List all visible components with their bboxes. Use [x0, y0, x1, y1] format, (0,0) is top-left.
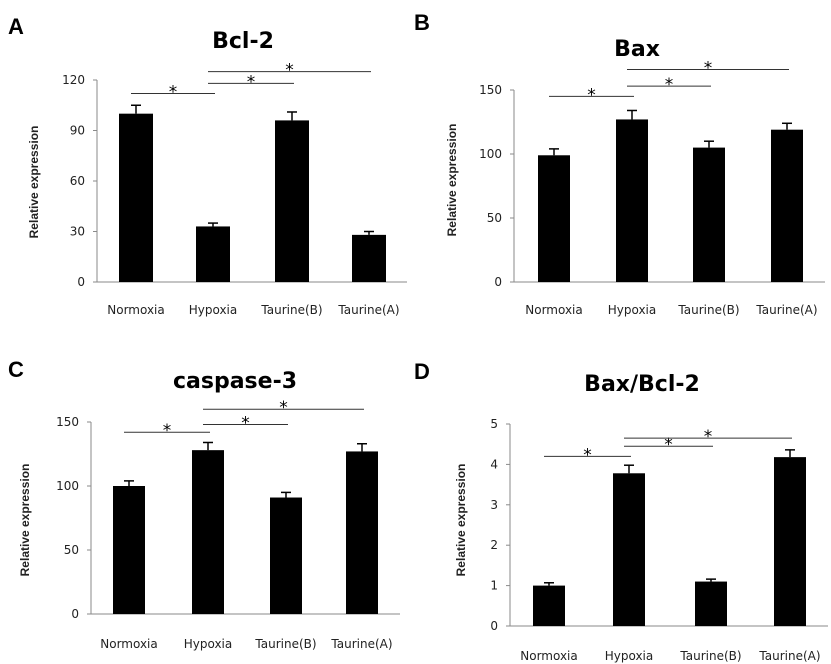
y-tick-label: 0: [77, 275, 85, 289]
bar: [771, 129, 803, 282]
bar: [774, 457, 806, 626]
x-tick-label: Hypoxia: [189, 303, 238, 317]
significance-star: *: [163, 421, 172, 441]
significance-star: *: [169, 82, 178, 102]
y-tick-label: 50: [487, 211, 502, 225]
significance-star: *: [704, 427, 713, 447]
y-tick-label: 100: [479, 147, 502, 161]
bar: [693, 147, 725, 282]
bar: [538, 155, 570, 282]
x-tick-label: Hypoxia: [605, 649, 654, 663]
y-tick-label: 2: [490, 538, 498, 552]
significance-star: *: [241, 414, 250, 434]
bar: [616, 119, 648, 282]
y-tick-label: 120: [62, 73, 85, 87]
bar: [275, 120, 309, 283]
y-axis-label: Relative expression: [445, 124, 459, 237]
chart-title: Bax: [614, 37, 660, 62]
x-tick-label: Normoxia: [107, 303, 165, 317]
significance-star: *: [587, 85, 596, 105]
x-tick-label: Taurine(A): [755, 303, 817, 317]
y-tick-label: 0: [494, 275, 502, 289]
x-tick-label: Taurine(A): [758, 649, 820, 663]
x-tick-label: Taurine(B): [254, 637, 316, 651]
significance-star: *: [704, 59, 713, 79]
x-tick-label: Hypoxia: [608, 303, 657, 317]
chart-title: Bax/Bcl-2: [584, 372, 700, 397]
y-tick-label: 4: [490, 457, 498, 471]
panel-b: B Bax Relative expression 0 50 100 150 Normo…: [414, 10, 825, 317]
x-tick-label: Normoxia: [525, 303, 583, 317]
significance-star: *: [583, 445, 592, 465]
significance-star: *: [665, 75, 674, 95]
panel-d: D Bax/Bcl-2 Relative expression 0 1 2 3 4 5 No…: [414, 359, 828, 663]
x-tick-label: Taurine(B): [260, 303, 322, 317]
y-tick-label: 5: [490, 417, 498, 431]
bar: [695, 581, 727, 626]
x-tick-label: Normoxia: [520, 649, 578, 663]
bar: [352, 234, 386, 282]
significance-star: *: [285, 61, 294, 81]
bar: [346, 451, 378, 614]
panel-letter: A: [8, 14, 24, 39]
x-tick-label: Normoxia: [100, 637, 158, 651]
y-tick-label: 1: [490, 579, 498, 593]
y-tick-label: 0: [71, 607, 79, 621]
y-axis-label: Relative expression: [454, 464, 468, 577]
y-tick-label: 3: [490, 498, 498, 512]
y-tick-label: 0: [490, 619, 498, 633]
bar: [192, 450, 224, 614]
bar: [613, 473, 645, 626]
significance-star: *: [664, 435, 673, 455]
panel-a: A Bcl-2 Relative expression 0 30 60 90 120 No…: [8, 14, 407, 317]
y-tick-label: 50: [64, 543, 79, 557]
bar: [113, 486, 145, 614]
x-tick-label: Taurine(B): [679, 649, 741, 663]
chart-title: caspase-3: [173, 369, 297, 394]
y-tick-label: 90: [70, 124, 85, 138]
y-axis-label: Relative expression: [27, 126, 41, 239]
y-tick-label: 30: [70, 225, 85, 239]
panel-letter: D: [414, 359, 430, 384]
y-tick-label: 60: [70, 174, 85, 188]
x-tick-label: Taurine(A): [330, 637, 392, 651]
chart-title: Bcl-2: [212, 29, 274, 54]
bar: [196, 226, 230, 282]
y-tick-label: 150: [479, 83, 502, 97]
x-tick-label: Taurine(A): [337, 303, 399, 317]
panel-letter: C: [8, 357, 24, 382]
bar: [533, 585, 565, 626]
x-tick-label: Taurine(B): [677, 303, 739, 317]
y-tick-label: 100: [56, 479, 79, 493]
bar: [119, 113, 153, 283]
y-tick-label: 150: [56, 415, 79, 429]
significance-star: *: [247, 72, 256, 92]
panel-letter: B: [414, 10, 430, 35]
x-tick-label: Hypoxia: [184, 637, 233, 651]
y-axis-label: Relative expression: [18, 464, 32, 577]
significance-star: *: [279, 398, 288, 418]
panel-c: C caspase-3 Relative expression 0 50 100 15…: [8, 357, 400, 651]
bar: [270, 497, 302, 614]
